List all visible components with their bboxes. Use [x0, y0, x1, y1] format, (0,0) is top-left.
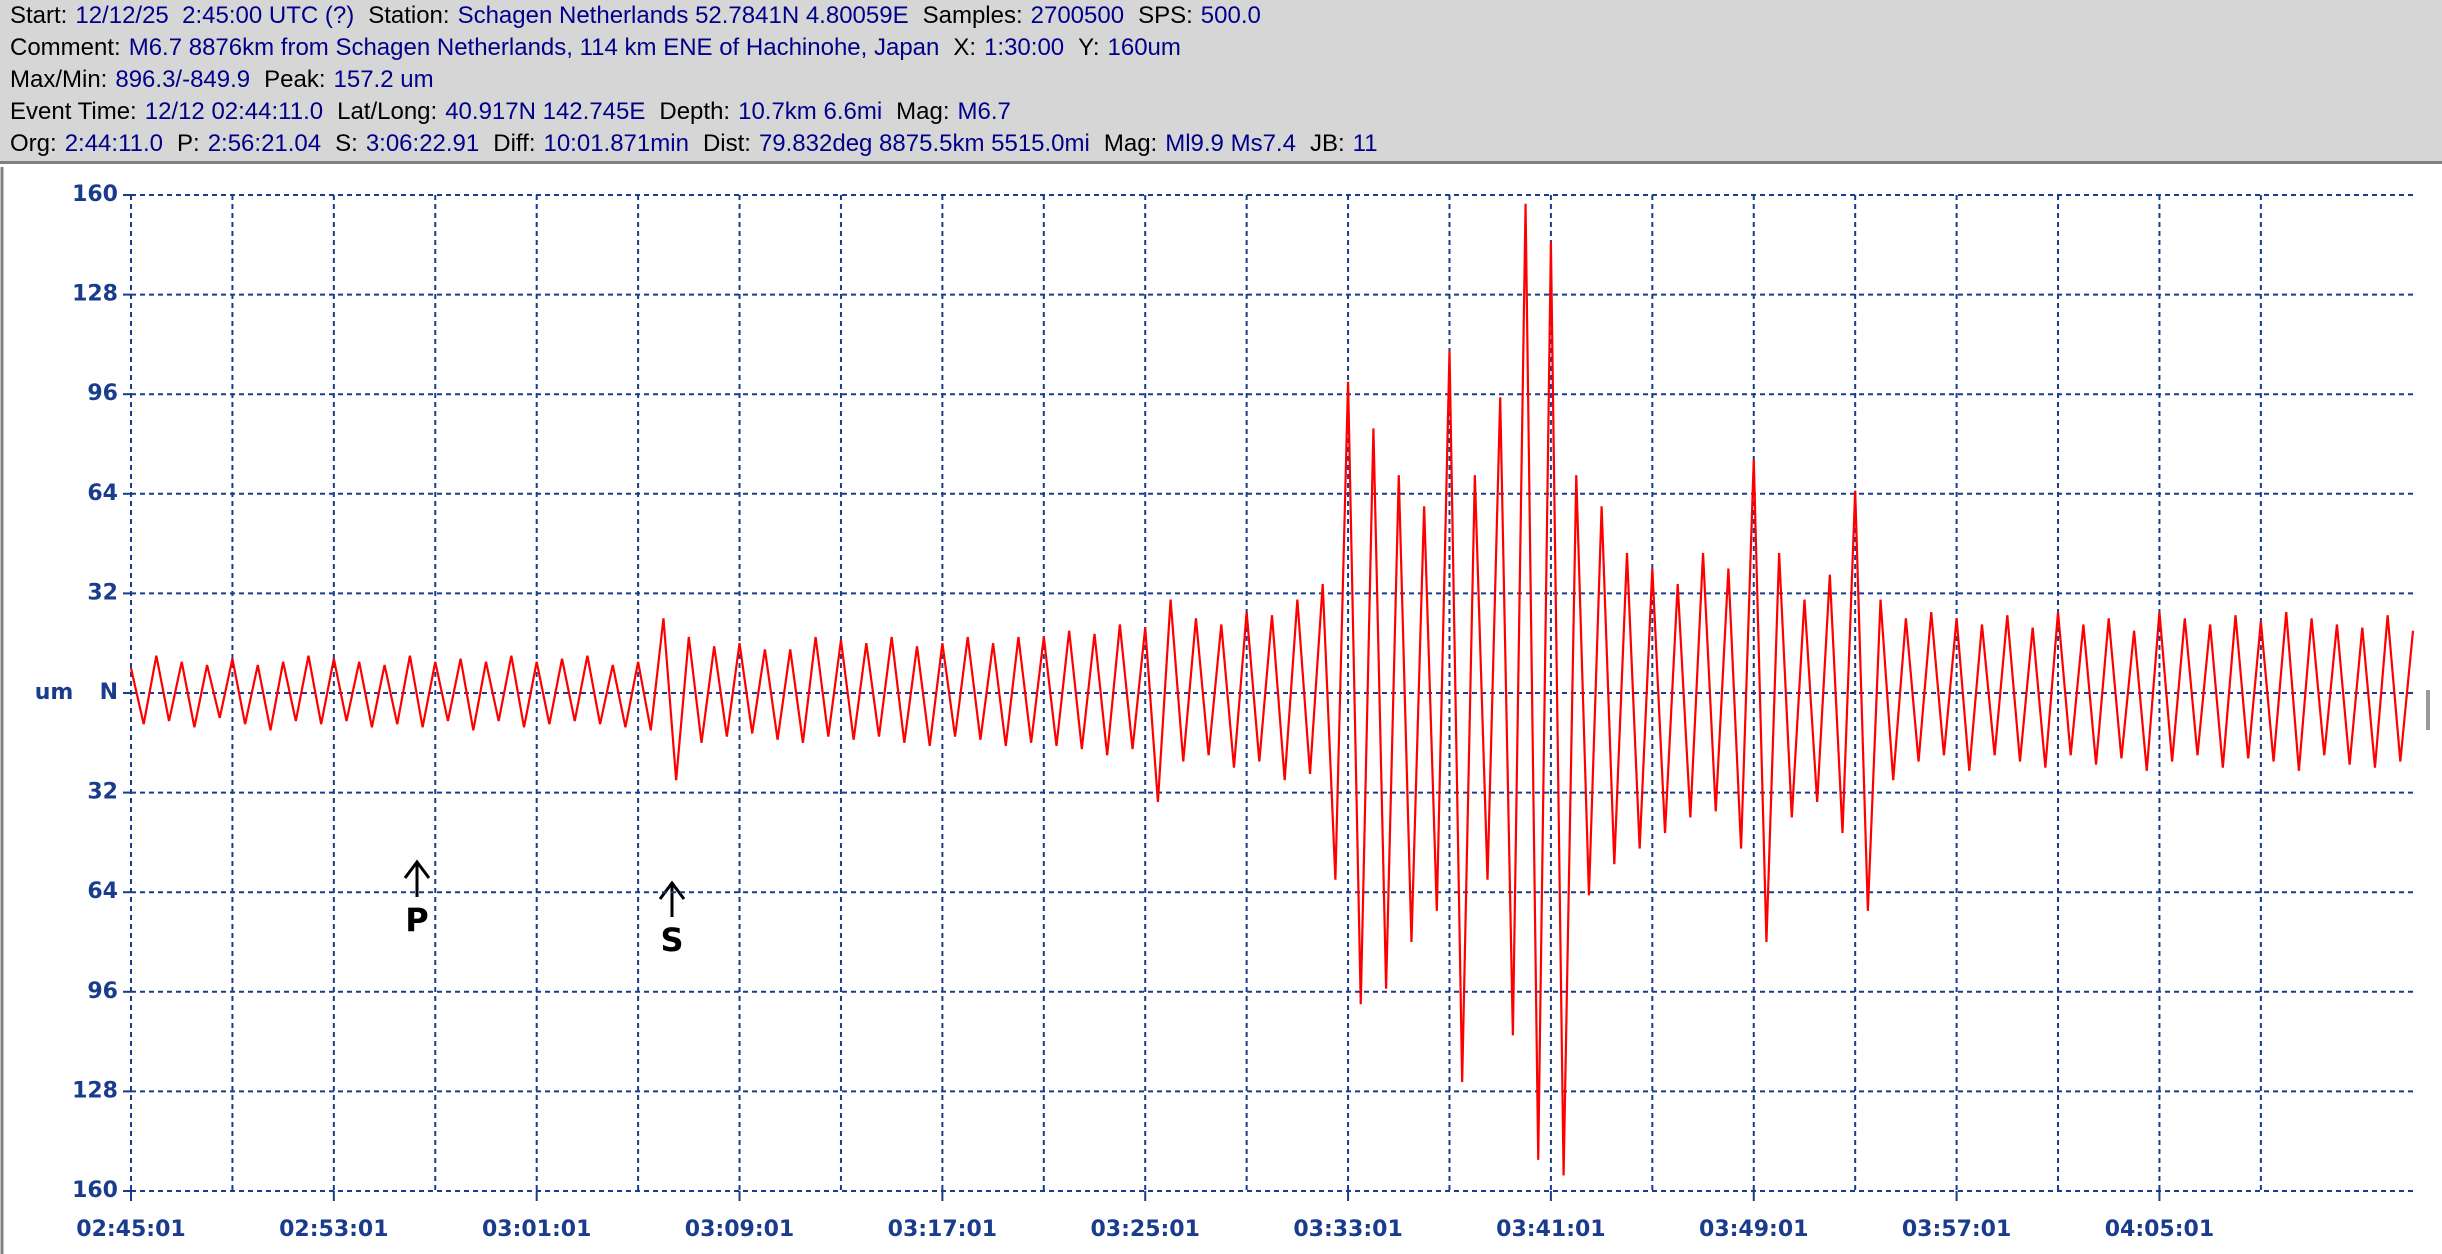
info-value: 11 — [1352, 130, 1378, 157]
info-value: Ml9.9 Ms7.4 — [1165, 130, 1296, 157]
info-value: 10.7km 6.6mi — [738, 98, 883, 125]
p-label: P — [405, 901, 428, 939]
info-line: Comment: M6.7 8876km from Schagen Netherl… — [10, 32, 2442, 64]
info-label: SPS: — [1138, 2, 1193, 29]
y-tick-label: 64 — [87, 481, 118, 506]
info-label: Depth: — [659, 98, 731, 125]
scroll-marker — [2426, 690, 2430, 730]
info-label: Lat/Long: — [337, 98, 438, 125]
info-label: Max/Min: — [10, 66, 108, 93]
info-line: Org: 2:44:11.0 P: 2:56:21.04 S: 3:06:22.91 Dif… — [10, 128, 2442, 160]
info-value: 2:44:11.0 — [64, 130, 163, 157]
y-tick-label: 64 — [87, 879, 118, 904]
y-tick-label: 32 — [87, 780, 118, 805]
y-tick-label: 128 — [72, 282, 118, 307]
info-label: Mag: — [896, 98, 950, 125]
x-tick-label: 04:05:01 — [2105, 1217, 2214, 1242]
y-tick-label: 160 — [72, 1178, 118, 1203]
plot-background — [0, 167, 2442, 1254]
y-tick-label: 96 — [87, 979, 118, 1004]
info-value: 3:06:22.91 — [365, 130, 480, 157]
info-label: Mag: — [1103, 130, 1158, 157]
info-label: X: — [953, 34, 977, 61]
x-tick-label: 03:25:01 — [1090, 1217, 1199, 1242]
x-tick-label: 03:17:01 — [888, 1217, 997, 1242]
info-value: 1:30:00 — [984, 34, 1065, 61]
info-label: Dist: — [702, 130, 751, 157]
info-label: S: — [335, 130, 358, 157]
s-arrow — [658, 880, 686, 917]
info-line: Event Time: 12/12 02:44:11.0 Lat/Long: 40.9… — [10, 96, 2442, 128]
info-value: 500.0 — [1200, 2, 1261, 29]
info-label: P: — [177, 130, 200, 157]
info-value: M6.7 — [957, 98, 1011, 125]
info-value: 157.2 um — [333, 66, 434, 93]
info-label: JB: — [1309, 130, 1345, 157]
y-tick-label: 32 — [87, 580, 118, 605]
info-value: 12/12/25 2:45:00 UTC (?) — [75, 2, 355, 29]
info-value: 10:01.871min — [543, 130, 689, 157]
x-tick-label: 02:53:01 — [279, 1217, 388, 1242]
info-label: Y: — [1078, 34, 1100, 61]
info-label: Station: — [368, 2, 450, 29]
x-tick-label: 03:09:01 — [685, 1217, 794, 1242]
y-tick-label: N — [100, 680, 118, 705]
info-value: 40.917N 142.745E — [445, 98, 646, 125]
x-tick-label: 03:41:01 — [1496, 1217, 1605, 1242]
info-label: Start: — [10, 2, 68, 29]
s-label: S — [660, 921, 683, 959]
info-value: 79.832deg 8875.5km 5515.0mi — [758, 130, 1090, 157]
y-tick-label: 128 — [72, 1078, 118, 1103]
waveform — [129, 203, 2415, 1176]
info-value: M6.7 8876km from Schagen Netherlands, 11… — [128, 34, 940, 61]
y-axis-label: um — [35, 680, 74, 705]
info-value: 896.3/-849.9 — [115, 66, 251, 93]
x-tick-label: 02:45:01 — [76, 1217, 185, 1242]
x-tick-label: 03:49:01 — [1699, 1217, 1808, 1242]
info-header: Start: 12/12/25 2:45:00 UTC (?) Station: Sc… — [0, 0, 2442, 164]
info-value: 2:56:21.04 — [207, 130, 322, 157]
info-label: Org: — [10, 130, 57, 157]
info-label: Event Time: — [10, 98, 137, 125]
y-tick-label: 96 — [87, 381, 118, 406]
info-label: Peak: — [264, 66, 326, 93]
info-label: Comment: — [10, 34, 121, 61]
p-arrow — [403, 859, 431, 897]
x-tick-label: 03:57:01 — [1902, 1217, 2011, 1242]
info-value: 12/12 02:44:11.0 — [144, 98, 324, 125]
info-line: Start: 12/12/25 2:45:00 UTC (?) Station: Sc… — [10, 0, 2442, 32]
x-tick-label: 03:33:01 — [1293, 1217, 1402, 1242]
info-label: Samples: — [922, 2, 1023, 29]
info-line: Max/Min: 896.3/-849.9 Peak: 157.2 um — [10, 64, 2442, 96]
x-tick-label: 03:01:01 — [482, 1217, 591, 1242]
info-value: 160um — [1107, 34, 1181, 61]
info-label: Diff: — [493, 130, 536, 157]
info-value: Schagen Netherlands 52.7841N 4.80059E — [457, 2, 909, 29]
info-value: 2700500 — [1030, 2, 1125, 29]
y-tick-label: 160 — [72, 182, 118, 207]
